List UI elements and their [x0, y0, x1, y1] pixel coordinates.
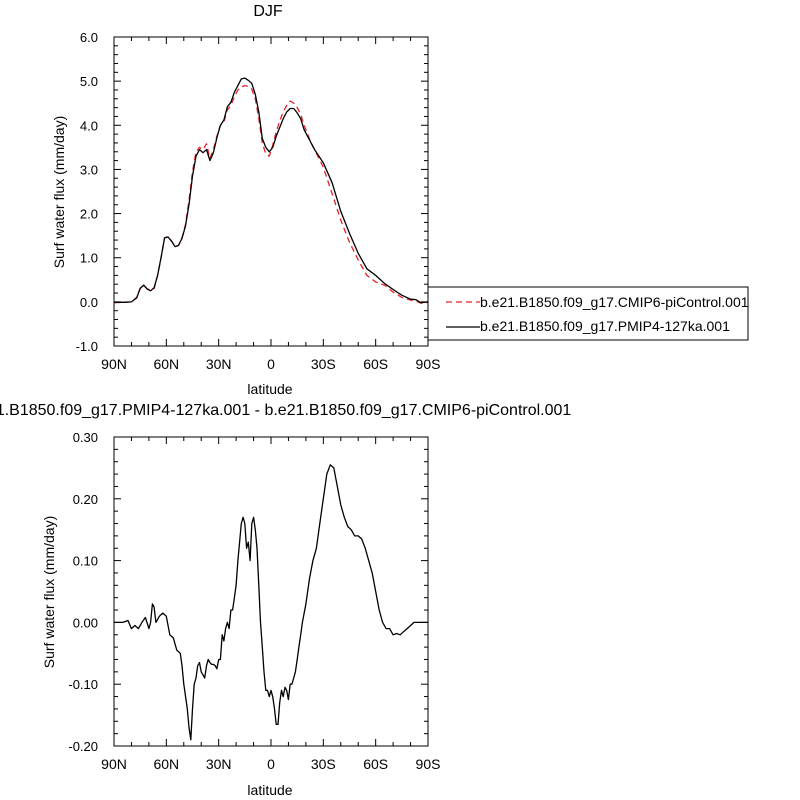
top-panel-ytick-label: 0.0: [80, 295, 98, 310]
top-panel-series-line-2: [114, 77, 429, 304]
legend-label-control: b.e21.B1850.f09_g17.CMIP6-piControl.001: [480, 294, 749, 310]
top-panel-plot-frame: [113, 36, 429, 347]
bottom-panel-xtick-label: 90S: [416, 756, 441, 772]
bottom-panel-xtick-label: 60N: [153, 756, 179, 772]
top-panel-xtick-label: 90N: [101, 356, 127, 372]
bottom-panel-ytick-label: 0.20: [73, 492, 98, 507]
bottom-panel-xlabel: latitude: [247, 782, 292, 798]
bottom-panel: b.e21.B1850.f09_g17.PMIP4-127ka.001 - b.…: [0, 402, 571, 798]
bottom-panel-xtick-label: 30S: [311, 756, 336, 772]
bottom-panel-title: b.e21.B1850.f09_g17.PMIP4-127ka.001 - b.…: [0, 402, 571, 419]
bottom-panel-plot-frame: [113, 436, 429, 747]
legend-frame: [427, 286, 749, 341]
bottom-panel-xtick-label: 90N: [101, 756, 127, 772]
top-panel-ytick-label: 4.0: [80, 118, 98, 133]
bottom-panel-ylabel: Surf water flux (mm/day): [41, 516, 57, 668]
top-panel-ytick-label: 5.0: [80, 74, 98, 89]
top-panel-xtick-label: 30S: [311, 356, 336, 372]
bottom-panel-xtick-label: 30N: [206, 756, 232, 772]
top-panel-ytick-label: 6.0: [80, 30, 98, 45]
bottom-panel-xtick-label: 0: [267, 756, 275, 772]
bottom-panel-ytick-label: 0.10: [73, 554, 98, 569]
top-panel-xtick-label: 90S: [416, 356, 441, 372]
top-panel-xtick-label: 30N: [206, 356, 232, 372]
top-panel-ytick-label: 3.0: [80, 162, 98, 177]
top-panel-xtick-label: 60S: [363, 356, 388, 372]
legend-label-127ka: b.e21.B1850.f09_g17.PMIP4-127ka.001: [480, 318, 730, 334]
top-panel-series-line-1: [113, 84, 429, 304]
top-panel: DJF Surf water flux (mm/day) latitude 90…: [51, 3, 440, 397]
bottom-panel-ytick-label: 0.30: [73, 430, 98, 445]
top-panel-ytick-label: 2.0: [80, 207, 98, 222]
top-panel-xtick-label: 60N: [153, 356, 179, 372]
bottom-panel-ytick-label: 0.00: [73, 615, 98, 630]
top-panel-ytick-label: -1.0: [76, 339, 98, 354]
bottom-panel-ytick-label: -0.10: [68, 677, 98, 692]
top-panel-ytick-label: 1.0: [80, 251, 98, 266]
top-panel-ylabel: Surf water flux (mm/day): [51, 116, 67, 268]
bottom-panel-series-line-1: [114, 464, 428, 741]
bottom-panel-xtick-label: 60S: [363, 756, 388, 772]
top-panel-xtick-label: 0: [267, 356, 275, 372]
top-panel-title: DJF: [253, 3, 283, 20]
bottom-panel-ytick-label: -0.20: [68, 739, 98, 754]
top-panel-xlabel: latitude: [247, 381, 292, 397]
legend: b.e21.B1850.f09_g17.CMIP6-piControl.001 …: [427, 286, 749, 341]
